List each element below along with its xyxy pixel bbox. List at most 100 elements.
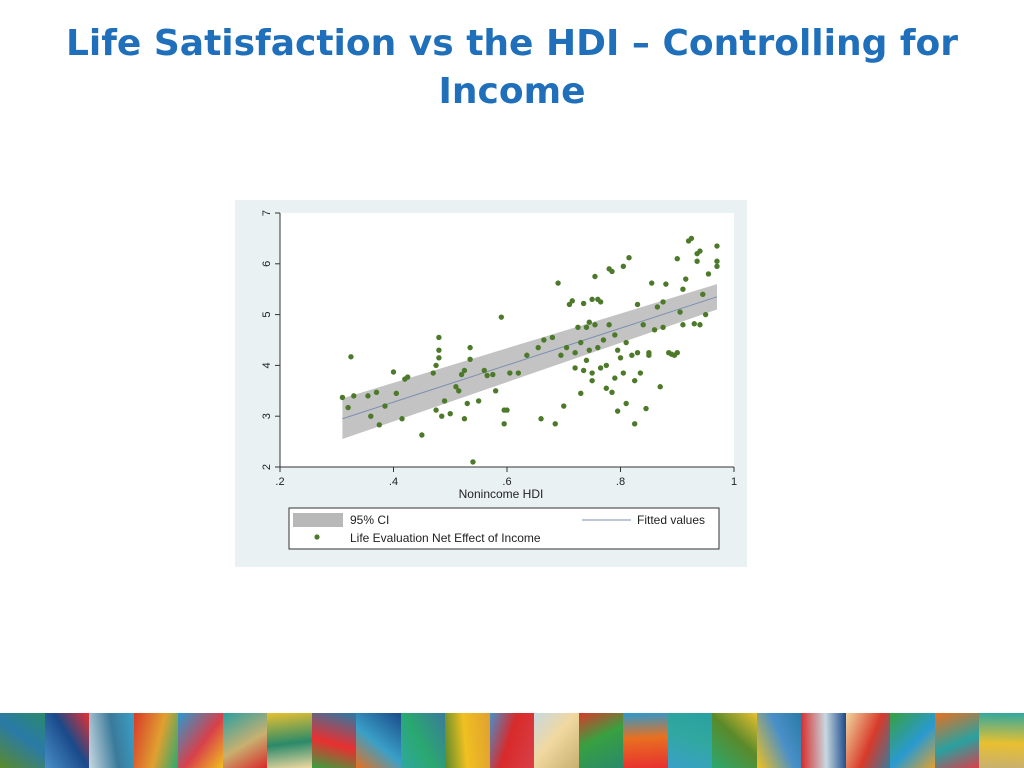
footer-tile: [623, 713, 668, 768]
data-point: [549, 334, 556, 341]
data-point: [649, 280, 655, 286]
footer-tile: [44, 713, 90, 768]
data-point: [555, 280, 561, 286]
data-point: [589, 296, 595, 303]
legend-box: [288, 507, 720, 550]
footer-decorative-strip: [0, 713, 1024, 768]
data-point: [484, 372, 490, 379]
data-point: [623, 400, 629, 407]
data-point: [436, 355, 442, 361]
data-point: [691, 321, 697, 327]
data-point: [470, 459, 476, 465]
footer-tile: [667, 713, 713, 768]
data-point: [552, 421, 558, 427]
data-point: [583, 357, 590, 364]
data-point: [348, 354, 354, 360]
data-point: [606, 322, 612, 328]
footer-tile: [890, 713, 935, 768]
legend-ci-label: 95% CI: [350, 513, 389, 527]
data-point: [458, 371, 465, 378]
y-tick-label: 5: [261, 312, 273, 318]
data-point: [456, 388, 462, 394]
data-point: [603, 385, 610, 391]
data-point: [365, 393, 371, 399]
data-point: [609, 268, 615, 275]
data-point: [586, 347, 592, 353]
data-point: [623, 339, 629, 346]
data-point: [637, 370, 644, 376]
data-point: [677, 309, 683, 315]
data-point: [631, 421, 638, 427]
data-point: [515, 370, 522, 376]
data-point: [572, 350, 578, 356]
footer-tile: [267, 713, 312, 768]
data-point: [674, 256, 680, 262]
x-tick-label: .6: [502, 476, 511, 488]
data-point: [626, 255, 632, 261]
data-point: [603, 362, 610, 369]
data-point: [569, 298, 575, 304]
data-point: [660, 299, 666, 305]
data-point: [595, 344, 601, 351]
data-point: [541, 337, 547, 343]
y-tick-label: 3: [261, 413, 273, 419]
data-point: [453, 384, 459, 390]
footer-tile: [222, 713, 268, 768]
y-tick-label: 4: [261, 362, 273, 368]
fitted-line: [342, 296, 718, 420]
data-point: [700, 291, 706, 297]
x-axis-label: Nonincome HDI: [459, 487, 544, 501]
data-point: [640, 322, 646, 328]
data-point: [436, 334, 442, 341]
data-point: [688, 235, 695, 242]
data-point: [490, 371, 496, 378]
data-point: [430, 370, 436, 376]
data-point: [680, 286, 686, 292]
data-point: [612, 375, 618, 381]
data-point: [617, 355, 624, 361]
data-point: [464, 400, 470, 407]
footer-tile: [534, 713, 579, 768]
data-point: [441, 398, 448, 404]
data-point: [697, 248, 703, 254]
data-point: [575, 324, 581, 330]
data-point: [697, 322, 703, 328]
footer-tile: [0, 713, 45, 768]
footer-tile: [89, 713, 134, 768]
data-point: [583, 324, 590, 330]
data-point: [597, 365, 604, 371]
data-point: [481, 367, 487, 374]
data-point: [614, 347, 621, 353]
data-point: [563, 344, 570, 351]
data-point: [592, 322, 598, 328]
data-point: [447, 410, 453, 417]
data-point: [683, 276, 689, 282]
data-point: [561, 403, 567, 409]
data-point: [651, 327, 658, 333]
ci-band: [342, 284, 717, 440]
data-point: [614, 408, 621, 414]
data-point: [535, 344, 541, 351]
data-point: [634, 350, 641, 356]
data-point: [705, 271, 712, 277]
footer-tile: [801, 713, 846, 768]
x-tick-label: .8: [616, 476, 625, 488]
data-point: [663, 281, 669, 287]
data-point: [507, 370, 513, 376]
data-point: [620, 370, 627, 376]
data-point: [501, 421, 507, 427]
data-point: [467, 344, 473, 351]
data-point: [498, 314, 505, 320]
x-tick-label: .4: [389, 476, 398, 488]
fitted-line-layer: [342, 296, 718, 420]
legend-ci-swatch: [293, 513, 343, 527]
data-point: [382, 403, 388, 409]
data-point: [694, 258, 700, 264]
data-point: [589, 370, 595, 376]
data-point: [461, 367, 468, 374]
data-point: [586, 319, 592, 325]
y-tick-label: 7: [261, 210, 273, 216]
data-point: [643, 405, 649, 412]
data-point: [345, 404, 351, 411]
data-point: [376, 422, 383, 428]
